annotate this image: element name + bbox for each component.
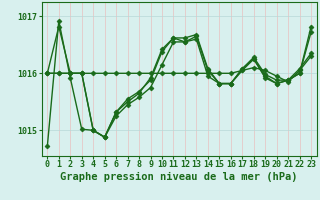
X-axis label: Graphe pression niveau de la mer (hPa): Graphe pression niveau de la mer (hPa) [60,172,298,182]
